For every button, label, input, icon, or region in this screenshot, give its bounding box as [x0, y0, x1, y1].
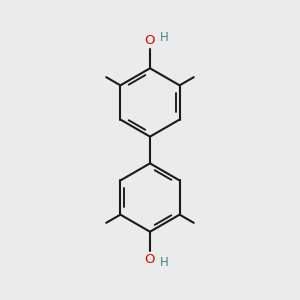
Text: O: O [145, 253, 155, 266]
Text: O: O [145, 34, 155, 47]
Text: H: H [160, 31, 168, 44]
Text: H: H [160, 256, 168, 269]
